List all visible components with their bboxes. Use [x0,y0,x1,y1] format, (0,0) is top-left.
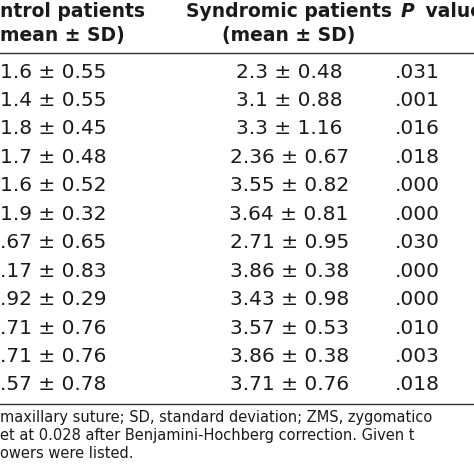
Text: .018: .018 [395,148,439,167]
Text: 3.86 ± 0.38: 3.86 ± 0.38 [229,347,349,366]
Text: et at 0.028 after Benjamini-Hochberg correction. Given t: et at 0.028 after Benjamini-Hochberg cor… [0,428,414,443]
Text: 3.64 ± 0.81: 3.64 ± 0.81 [229,205,349,224]
Text: 2.3 ± 0.48: 2.3 ± 0.48 [236,63,342,82]
Text: 1.7 ± 0.48: 1.7 ± 0.48 [0,148,107,167]
Text: .003: .003 [395,347,439,366]
Text: .57 ± 0.78: .57 ± 0.78 [0,375,106,394]
Text: 1.6 ± 0.55: 1.6 ± 0.55 [0,63,106,82]
Text: 3.3 ± 1.16: 3.3 ± 1.16 [236,119,342,138]
Text: Syndromic patients: Syndromic patients [186,2,392,21]
Text: .92 ± 0.29: .92 ± 0.29 [0,290,107,309]
Text: .000: .000 [395,262,439,281]
Text: .030: .030 [395,233,439,252]
Text: .000: .000 [395,176,439,195]
Text: .71 ± 0.76: .71 ± 0.76 [0,347,106,366]
Text: .018: .018 [395,375,439,394]
Text: 1.4 ± 0.55: 1.4 ± 0.55 [0,91,107,110]
Text: 1.8 ± 0.45: 1.8 ± 0.45 [0,119,107,138]
Text: mean ± SD): mean ± SD) [0,26,125,45]
Text: .17 ± 0.83: .17 ± 0.83 [0,262,107,281]
Text: 2.36 ± 0.67: 2.36 ± 0.67 [229,148,349,167]
Text: .031: .031 [395,63,439,82]
Text: value: value [419,2,474,21]
Text: ntrol patients: ntrol patients [0,2,145,21]
Text: 3.71 ± 0.76: 3.71 ± 0.76 [229,375,349,394]
Text: (mean ± SD): (mean ± SD) [222,26,356,45]
Text: 2.71 ± 0.95: 2.71 ± 0.95 [229,233,349,252]
Text: .016: .016 [395,119,439,138]
Text: .67 ± 0.65: .67 ± 0.65 [0,233,106,252]
Text: owers were listed.: owers were listed. [0,446,134,461]
Text: .71 ± 0.76: .71 ± 0.76 [0,319,106,337]
Text: 1.6 ± 0.52: 1.6 ± 0.52 [0,176,107,195]
Text: 3.1 ± 0.88: 3.1 ± 0.88 [236,91,342,110]
Text: 1.9 ± 0.32: 1.9 ± 0.32 [0,205,107,224]
Text: .000: .000 [395,205,439,224]
Text: .001: .001 [395,91,439,110]
Text: maxillary suture; SD, standard deviation; ZMS, zygomatico: maxillary suture; SD, standard deviation… [0,410,432,425]
Text: 3.86 ± 0.38: 3.86 ± 0.38 [229,262,349,281]
Text: P: P [401,2,414,21]
Text: 3.57 ± 0.53: 3.57 ± 0.53 [229,319,349,337]
Text: 3.43 ± 0.98: 3.43 ± 0.98 [229,290,349,309]
Text: .000: .000 [395,290,439,309]
Text: 3.55 ± 0.82: 3.55 ± 0.82 [229,176,349,195]
Text: .010: .010 [395,319,439,337]
